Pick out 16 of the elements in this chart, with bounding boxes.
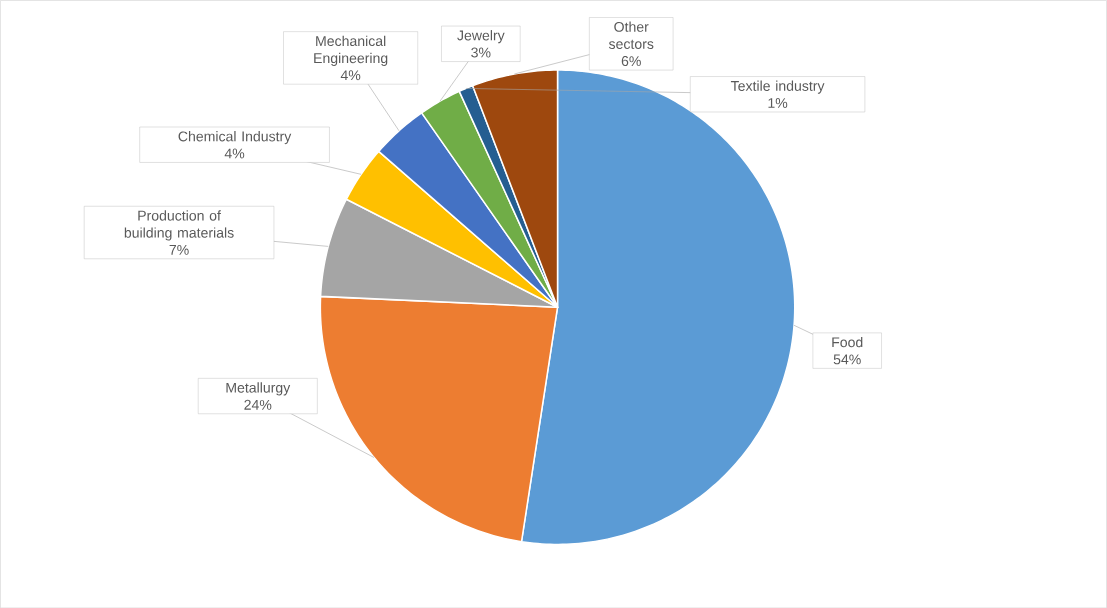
slice-label: Production of building materials [124,210,234,241]
data-label: 4% [224,148,245,159]
data-label: 1% [768,97,788,108]
slice-label: Other sectors [608,21,654,49]
slice-label: Textile industry [730,80,825,94]
slice-label: Jewelry [457,29,505,43]
slice-label: Metallurgy [226,382,291,396]
data-label: 6% [621,55,641,66]
data-label: 3% [471,47,491,58]
data-label: 7% [169,244,189,255]
data-label: 24% [244,399,272,410]
data-label: 4% [340,70,361,80]
slice-label: Chemical Industry [178,130,292,144]
slice-label: Food [832,336,863,348]
slice-label: Mechanical Engineering [314,35,388,66]
data-label: 54% [833,354,861,365]
